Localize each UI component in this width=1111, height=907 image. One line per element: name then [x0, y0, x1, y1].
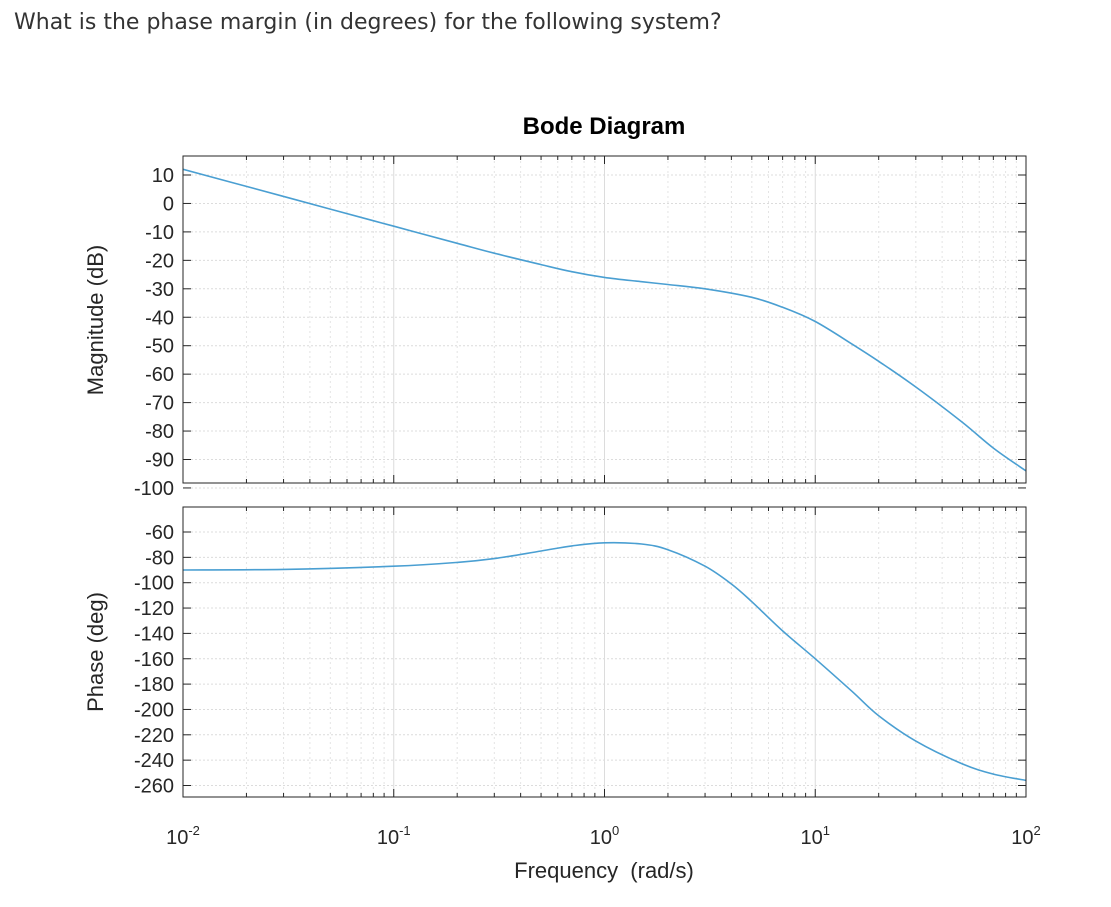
y-tick-label: -90: [145, 450, 174, 472]
question-text: What is the phase margin (in degrees) fo…: [14, 10, 722, 35]
y-tick-label: -240: [134, 750, 174, 772]
phase-y-axis-label: Phase (deg): [83, 592, 108, 712]
magnitude-series-line: [183, 168, 1026, 472]
x-tick-label: 10-2: [166, 823, 200, 849]
y-tick-label: 0: [163, 193, 174, 215]
y-tick-label: -70: [145, 393, 174, 415]
x-axis-label: Frequency (rad/s): [514, 858, 694, 883]
phase-axes-frame: [182, 506, 1027, 798]
x-tick-label: 101: [801, 823, 830, 849]
y-tick-label: -180: [134, 674, 174, 696]
phase-panel: -60 -80 -100 -120 -140 -160 -180 -200 -220 -240 -2…: [83, 506, 1027, 798]
y-tick-label: -40: [145, 307, 174, 329]
x-tick-label: 102: [1011, 823, 1040, 849]
phase-series-line: [183, 541, 1026, 782]
y-tick-label: -220: [134, 725, 174, 747]
x-tick-label: 10-1: [377, 823, 411, 849]
y-tick-label: -50: [145, 336, 174, 358]
y-tick-label: 10: [152, 165, 174, 187]
magnitude-axes-frame: [182, 155, 1027, 484]
x-tick-label: 100: [590, 823, 619, 849]
y-tick-label: -60: [145, 522, 174, 544]
y-tick-label: -200: [134, 699, 174, 721]
y-tick-label: -80: [145, 421, 174, 443]
y-tick-label: -120: [134, 598, 174, 620]
y-tick-label: -80: [145, 547, 174, 569]
y-tick-label: -260: [134, 776, 174, 798]
chart-title: Bode Diagram: [523, 113, 686, 140]
magnitude-panel: 10 0 -10 -20 -30 -40 -50 -60 -70 -80 -90 -100 Magnit…: [83, 155, 1027, 500]
y-tick-label: -160: [134, 649, 174, 671]
y-tick-label: -10: [145, 222, 174, 244]
y-tick-label: -30: [145, 279, 174, 301]
y-tick-label: -100: [134, 573, 174, 595]
y-tick-label: -100: [134, 478, 174, 500]
y-tick-label: -60: [145, 364, 174, 386]
y-tick-label: -140: [134, 623, 174, 645]
magnitude-y-axis-label: Magnitude (dB): [83, 245, 108, 395]
y-tick-label: -20: [145, 250, 174, 272]
x-tick-labels: 10-2 10-1 100 101 102: [166, 823, 1041, 849]
